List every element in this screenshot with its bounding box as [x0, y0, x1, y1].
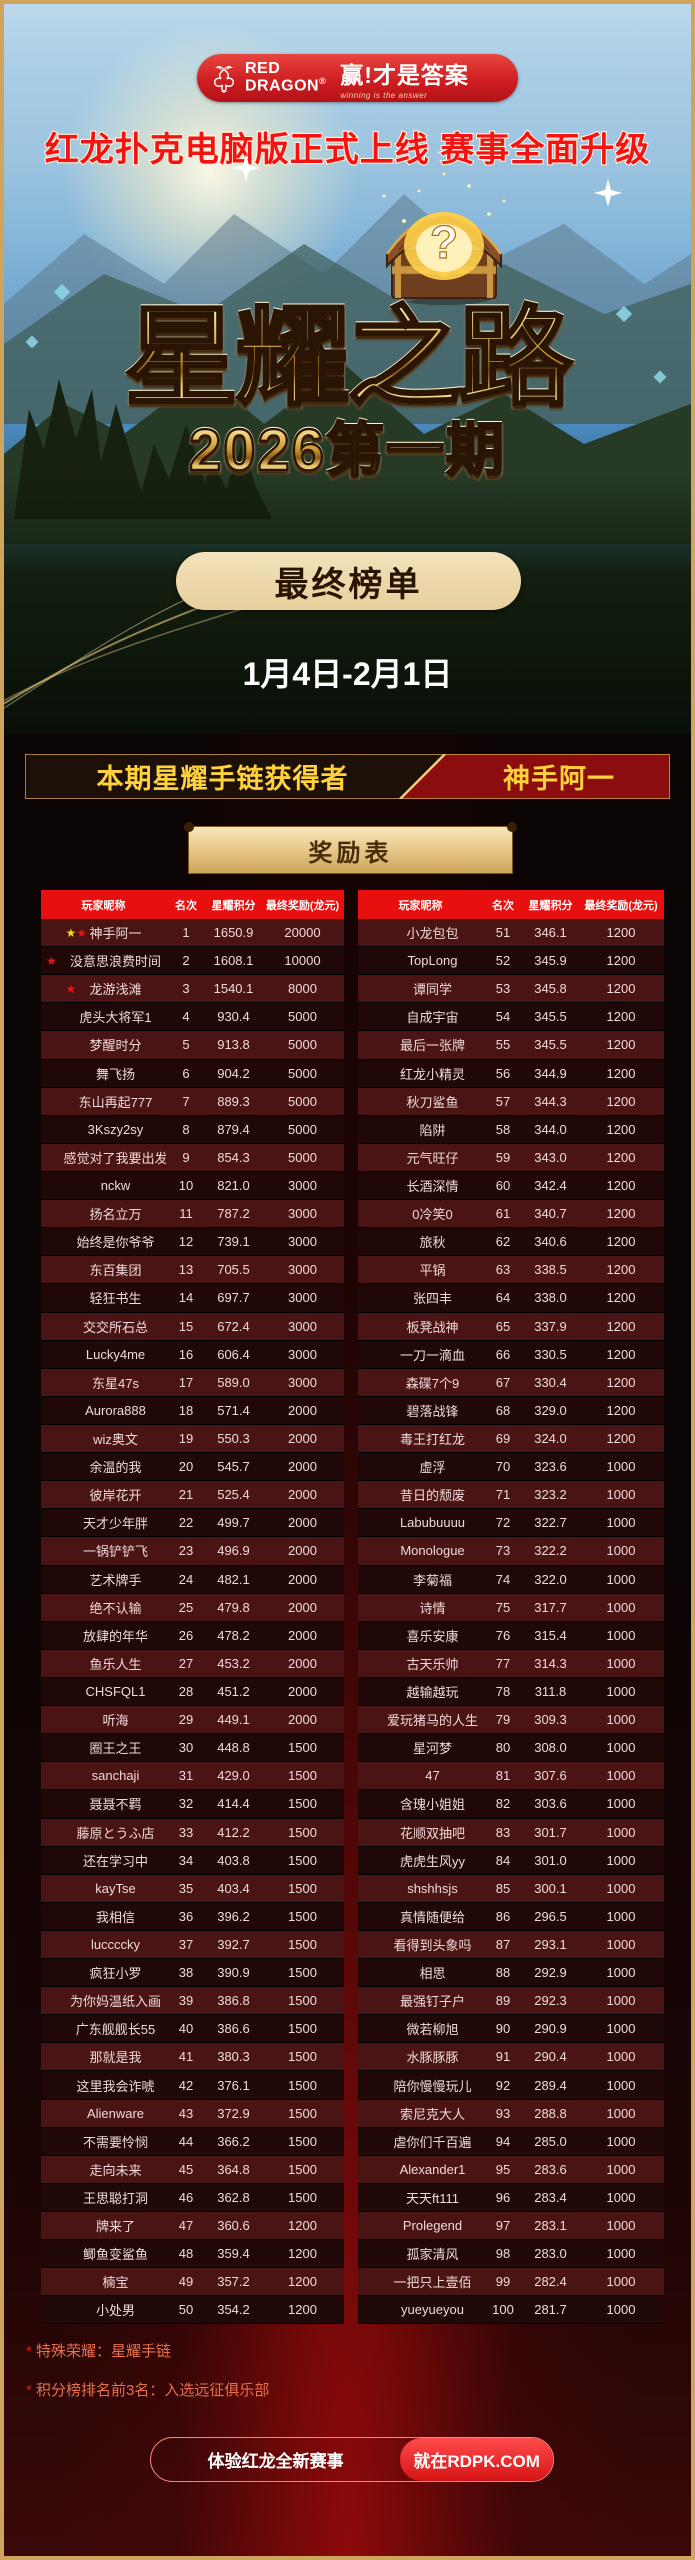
svg-text:?: ?: [430, 216, 458, 268]
